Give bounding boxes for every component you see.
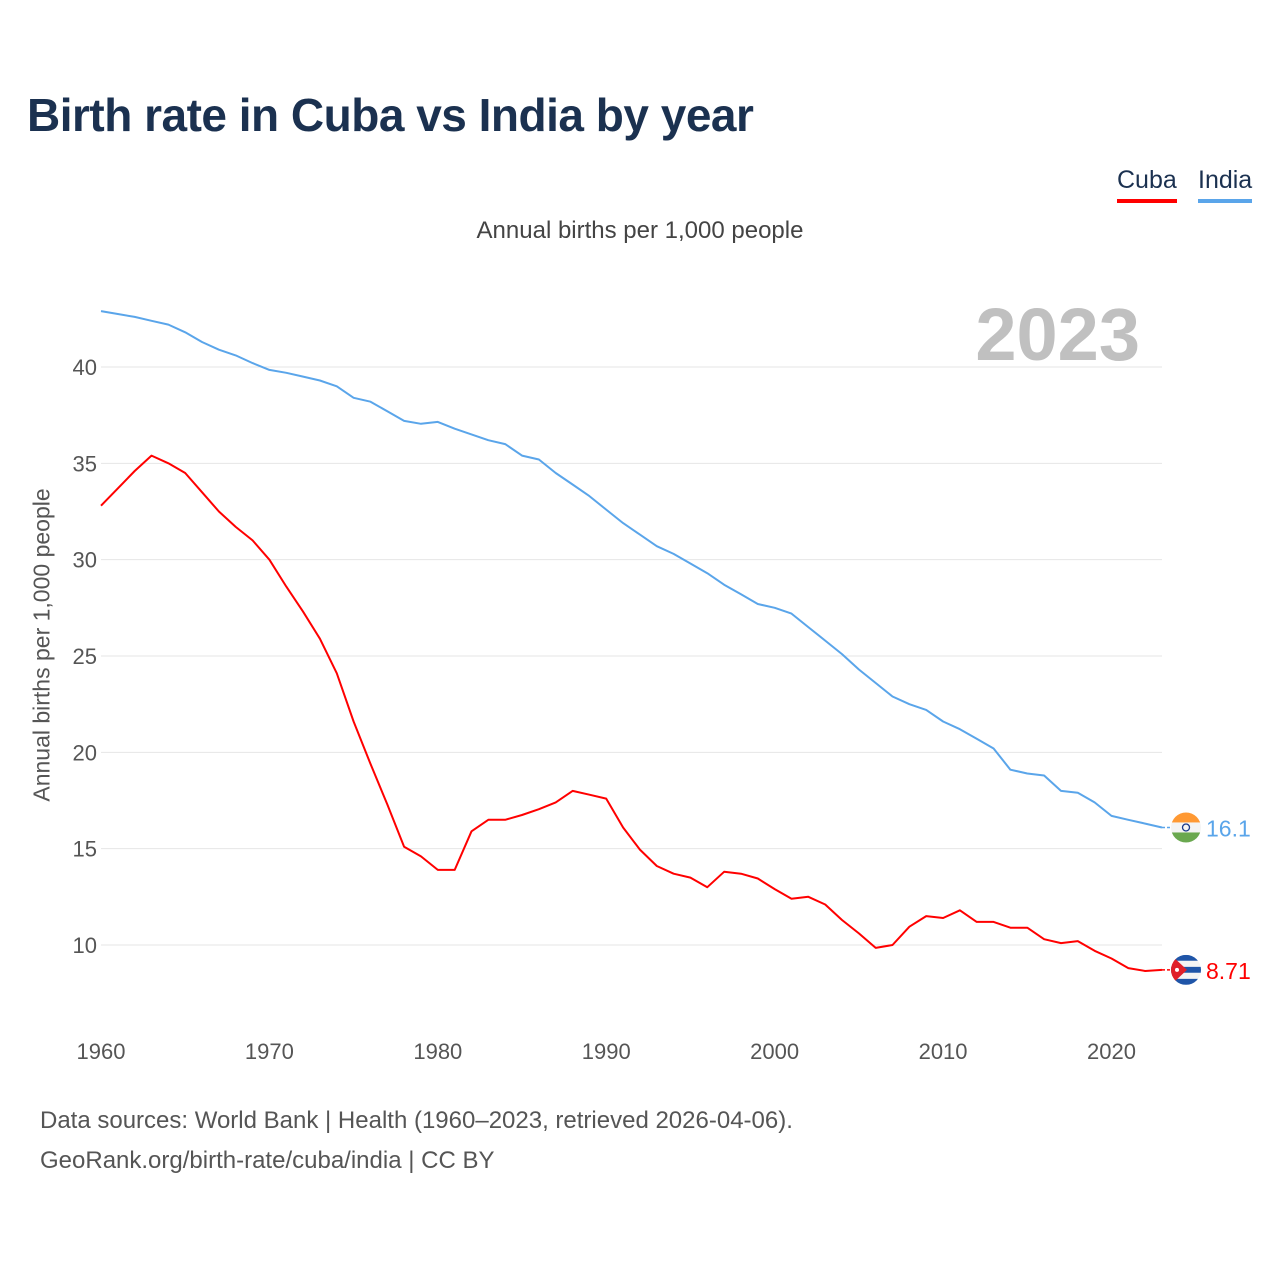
legend-item-india[interactable]: India: [1198, 166, 1253, 203]
x-tick-label: 1970: [245, 1039, 294, 1064]
y-tick-label: 30: [73, 548, 97, 573]
flag-star: [1175, 967, 1179, 972]
flag-stripe: [1171, 960, 1201, 967]
india-flag-icon: [1171, 812, 1201, 843]
flag-stripe: [1171, 954, 1201, 961]
x-tick-label: 2000: [750, 1039, 799, 1064]
end-value-india: 16.1: [1206, 815, 1251, 841]
flag-stripe: [1171, 832, 1201, 843]
flag-stripe: [1171, 812, 1201, 823]
y-tick-label: 15: [73, 837, 97, 862]
chart-subtitle: Annual births per 1,000 people: [476, 217, 804, 244]
legend-item-cuba[interactable]: Cuba: [1117, 166, 1177, 203]
flag-body: [1171, 954, 1201, 985]
x-tick-label: 1990: [582, 1039, 631, 1064]
flag-stripe: [1171, 972, 1201, 979]
flag-stripe: [1171, 978, 1201, 985]
x-tick-label: 2010: [919, 1039, 968, 1064]
y-tick-label: 35: [73, 451, 97, 476]
y-tick-label: 25: [73, 644, 97, 669]
y-tick-label: 10: [73, 933, 97, 958]
flag-body: [1171, 812, 1201, 843]
series-line-cuba: [100, 454, 1163, 972]
end-value-cuba: 8.71: [1206, 958, 1251, 984]
flag-stripe: [1171, 822, 1201, 833]
chart-title: Birth rate in Cuba vs India by year: [27, 89, 754, 141]
year-watermark: 2023: [975, 293, 1140, 376]
footer-attribution[interactable]: GeoRank.org/birth-rate/cuba/india | CC B…: [40, 1147, 495, 1174]
footer-source: Data sources: World Bank | Health (1960–…: [40, 1107, 793, 1134]
x-tick-label: 1980: [413, 1039, 462, 1064]
x-tick-label: 2020: [1087, 1039, 1136, 1064]
flag-chakra: [1181, 823, 1191, 832]
series-line-india: [100, 310, 1163, 829]
cuba-flag-icon: [1171, 954, 1201, 985]
x-tick-label: 1960: [77, 1039, 126, 1064]
y-tick-label: 20: [73, 740, 97, 765]
y-tick-label: 40: [73, 355, 97, 380]
